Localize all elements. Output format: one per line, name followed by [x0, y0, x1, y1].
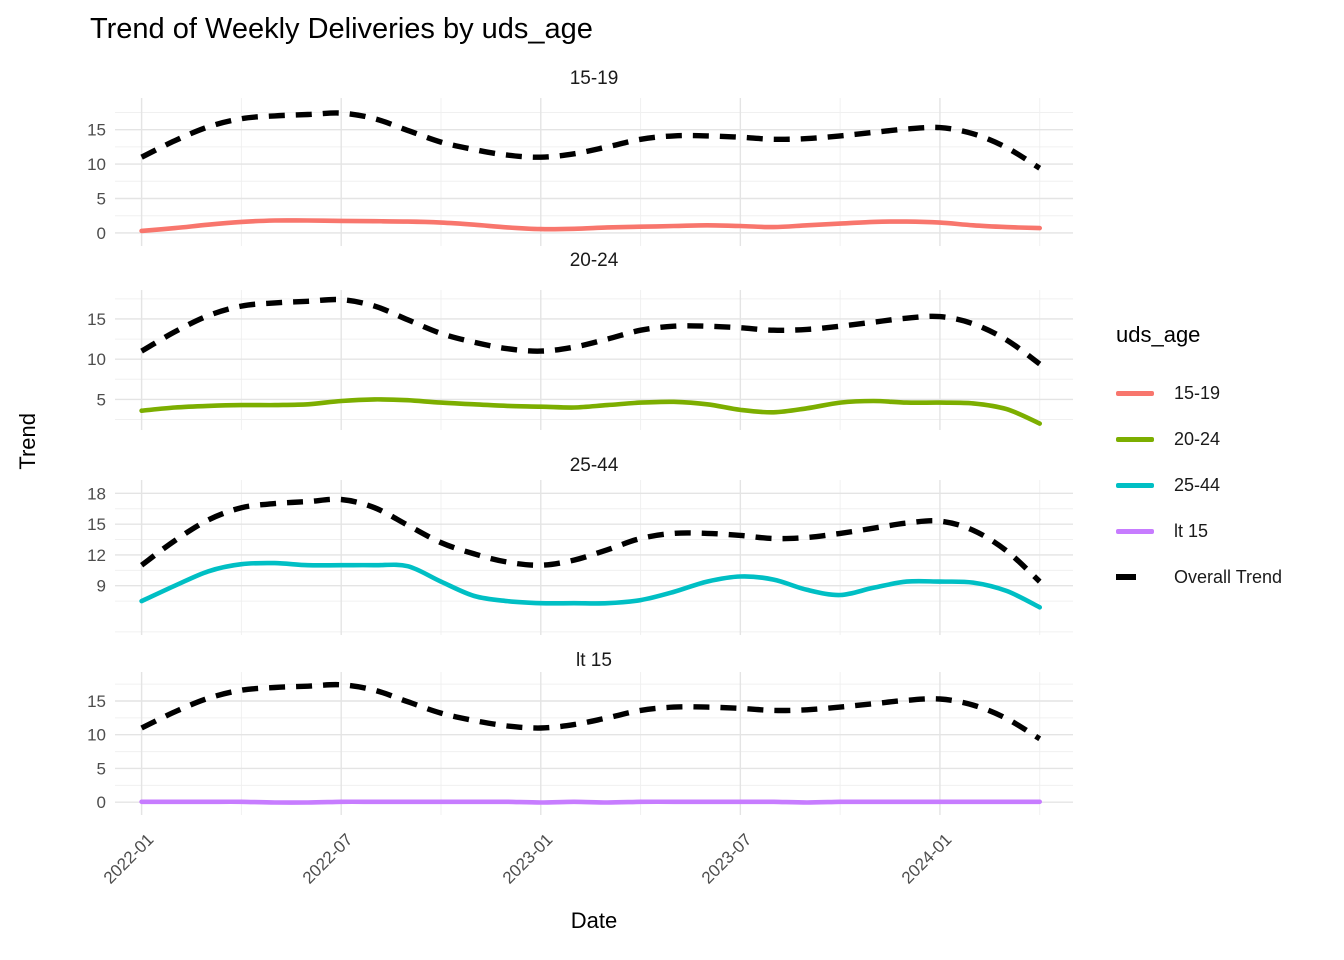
y-tick-label: 15: [87, 515, 106, 534]
legend-item-Overall-Trend: Overall Trend: [1116, 554, 1336, 600]
facet-label-lt-15: lt 15: [576, 650, 612, 671]
y-tick-label: 5: [97, 759, 106, 778]
chart-title: Trend of Weekly Deliveries by uds_age: [90, 13, 593, 45]
overall-trend-line: [140, 110, 1042, 171]
line-swatch-icon: [1116, 390, 1154, 396]
facet-panel-15-19: 0 5 10 15: [87, 98, 1073, 246]
x-axis-title: Date: [570, 908, 618, 933]
legend-item-label: lt 15: [1174, 520, 1209, 541]
facet-panel-lt-15: 0 5 10 15: [87, 672, 1073, 815]
y-tick-label: 9: [97, 577, 106, 596]
y-tick-label: 10: [87, 155, 106, 174]
facet-label-15-19: 15-19: [569, 68, 619, 89]
y-tick-label: 15: [87, 692, 106, 711]
facet-label-25-44: 25-44: [569, 455, 619, 476]
y-axis-title: Trend: [14, 376, 42, 506]
legend-item-lt-15: lt 15: [1116, 508, 1336, 554]
y-tick-label: 10: [87, 350, 106, 369]
legend-title: uds_age: [1116, 322, 1201, 347]
legend-item-15-19: 15-19: [1116, 370, 1336, 416]
trend-line-15-19: [139, 218, 1042, 234]
y-axis-title-text: Trend: [15, 412, 40, 470]
overall-trend-line: [140, 496, 1042, 584]
y-tick-label: 18: [87, 484, 106, 503]
overall-trend-line: [140, 681, 1042, 742]
y-tick-label: 0: [97, 224, 106, 243]
facet-panel-20-24: 5 10 15: [87, 290, 1073, 430]
y-tick-label: 15: [87, 121, 106, 140]
facet-panel-25-44: 9 12 15 18: [87, 480, 1073, 635]
y-tick-label: 5: [97, 390, 106, 409]
legend-item-label: Overall Trend: [1174, 566, 1283, 587]
line-swatch-icon: [1116, 528, 1154, 534]
y-tick-label: 5: [97, 190, 106, 209]
legend-item-label: 20-24: [1174, 428, 1221, 449]
legend-items: 15-19 20-24 25-44 lt 15 Overall Trend: [1116, 370, 1336, 600]
legend-item-20-24: 20-24: [1116, 416, 1336, 462]
line-swatch-icon: [1116, 436, 1154, 442]
legend-item-label: 15-19: [1174, 382, 1221, 403]
legend-item-25-44: 25-44: [1116, 462, 1336, 508]
dashed-line-swatch-icon: [1116, 574, 1154, 580]
legend: uds_age 15-19 20-24 25-44 lt 15 Overall Tren…: [1116, 322, 1336, 600]
trend-line-lt-15: [139, 799, 1042, 805]
y-tick-label: 15: [87, 310, 106, 329]
legend-item-label: 25-44: [1174, 474, 1221, 495]
y-tick-label: 12: [87, 546, 106, 565]
y-tick-label: 0: [97, 793, 106, 812]
overall-trend-line: [140, 296, 1042, 367]
y-tick-label: 10: [87, 726, 106, 745]
trend-line-25-44: [139, 560, 1042, 610]
facet-label-20-24: 20-24: [569, 250, 619, 271]
line-swatch-icon: [1116, 482, 1154, 488]
trend-line-20-24: [139, 397, 1042, 426]
